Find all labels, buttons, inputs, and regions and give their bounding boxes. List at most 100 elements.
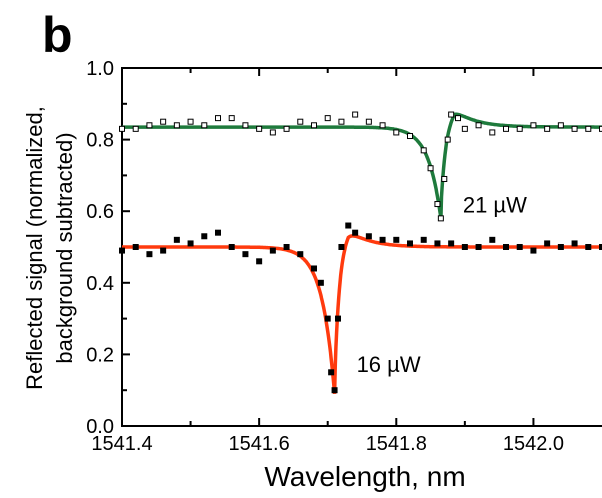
data-point-0-8 [228,115,235,122]
data-point-0-29 [455,115,461,122]
data-point-0-26 [441,175,448,182]
y-axis-label-line-2: background subtracted) [52,132,77,363]
data-point-1-15 [317,279,324,286]
data-point-0-30 [461,125,468,132]
data-point-1-23 [365,233,372,240]
data-point-0-12 [283,125,290,132]
data-point-1-31 [475,244,482,250]
data-point-0-20 [393,129,400,136]
data-point-0-19 [379,122,386,129]
data-point-1-25 [393,236,400,243]
data-point-0-22 [420,147,427,154]
data-point-1-21 [345,222,352,229]
data-point-0-18 [365,118,372,125]
data-point-1-38 [571,240,578,247]
y-tick-label-3: 0.6 [86,201,114,223]
data-point-0-0 [119,125,125,132]
series-label-0: 21 µW [463,192,527,217]
x-tick-label-0: 1541.4 [91,433,152,455]
data-point-1-14 [311,265,317,272]
data-point-0-28 [448,111,455,118]
data-point-1-32 [489,236,496,243]
data-point-1-17 [328,369,335,376]
y-tick-label-4: 0.8 [86,130,114,152]
data-point-0-15 [324,115,331,122]
data-point-1-30 [461,244,468,250]
panel-label: b [42,7,73,63]
data-point-1-8 [228,244,235,250]
plot-area: 1541.4 1541.6 1541.8 1542.0 0.0 0.2 0.4 0.6 0.8 1… [86,58,602,455]
data-point-1-9 [242,251,249,258]
data-point-0-36 [544,125,551,132]
data-point-1-28 [434,240,441,247]
data-point-1-3 [160,247,167,254]
data-point-1-20 [338,244,345,250]
data-point-0-7 [215,115,221,122]
y-tick-label-5: 1.0 [86,58,114,80]
data-point-0-27 [444,136,451,143]
data-point-1-37 [557,244,564,250]
data-point-1-36 [544,240,551,247]
data-point-0-14 [311,122,317,129]
data-point-0-2 [146,122,153,129]
y-tick-label-0: 0.0 [86,416,114,438]
data-point-0-35 [530,122,537,129]
fit-curve-0 [122,112,602,219]
data-point-0-39 [585,125,592,132]
data-point-1-16 [324,315,331,322]
data-point-0-17 [352,111,359,118]
x-axis-label: Wavelength, nm [264,461,465,492]
data-point-1-6 [201,233,208,240]
data-point-0-21 [407,133,413,140]
data-point-1-0 [119,247,125,254]
data-point-0-32 [489,129,496,136]
data-point-1-5 [187,240,194,247]
data-point-1-33 [503,244,509,250]
x-tick-label-2: 1541.8 [366,433,427,455]
data-point-1-18 [331,387,338,394]
series-label-1: 16 µW [357,352,421,377]
data-point-1-11 [269,247,276,254]
data-point-0-40 [599,125,602,132]
data-point-0-37 [557,122,564,129]
x-tick-label-3: 1542.0 [503,433,564,455]
data-point-0-38 [571,125,578,132]
data-point-1-39 [585,244,592,250]
y-tick-label-1: 0.2 [86,344,114,366]
data-point-0-3 [160,118,167,125]
y-axis-label-line-1: Reflected signal (normalized, [22,106,47,390]
data-point-0-4 [173,122,180,129]
data-point-0-9 [242,122,249,129]
data-point-1-35 [530,247,537,254]
data-point-1-22 [352,229,359,236]
data-point-1-2 [146,251,153,258]
data-point-0-24 [434,201,441,208]
data-point-1-26 [407,240,413,247]
data-point-1-27 [420,236,427,243]
data-point-0-23 [427,165,434,172]
data-point-0-25 [437,215,444,222]
data-point-1-24 [379,236,386,243]
data-point-1-29 [448,240,455,247]
data-point-0-31 [475,122,482,129]
data-point-1-12 [283,244,290,250]
data-point-1-13 [297,251,304,258]
data-point-0-16 [338,118,345,125]
data-point-1-7 [215,229,221,236]
x-tick-label-1: 1541.6 [229,433,290,455]
data-point-1-34 [516,244,523,250]
data-point-0-1 [132,125,139,132]
data-point-0-6 [201,122,208,129]
y-axis-label: Reflected signal (normalized, background… [22,106,77,390]
data-point-1-10 [256,258,263,265]
data-point-0-34 [516,125,523,132]
data-point-0-10 [256,125,263,132]
data-point-1-19 [335,315,341,322]
data-point-1-40 [599,244,602,250]
data-point-0-13 [297,118,304,125]
data-point-0-11 [269,129,276,136]
data-point-0-5 [187,118,194,125]
data-point-1-4 [173,236,180,243]
data-point-0-33 [503,125,509,132]
